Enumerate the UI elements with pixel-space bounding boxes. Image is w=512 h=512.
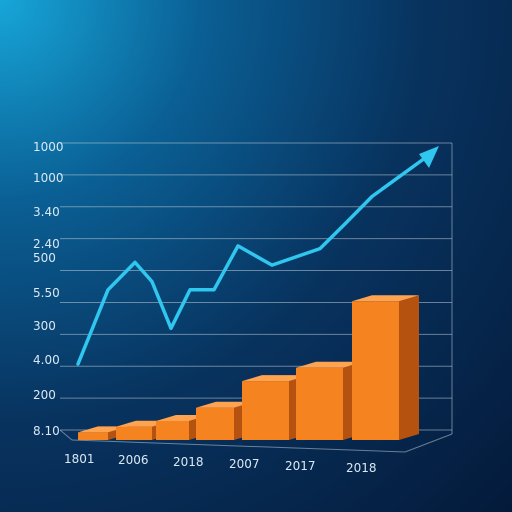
bar-front [296,367,343,440]
bar-front [352,301,399,440]
floor-edge [404,433,453,453]
x-axis-ticks: 1801 2006 2018 2007 2017 2018 [64,452,377,475]
trend-line-path [76,156,427,366]
y-tick-label: 1000 [33,140,64,154]
floor-edge [59,429,73,441]
y-tick-label: 4.00 [33,353,60,367]
bar-top [156,415,209,421]
x-tick-label: 2018 [173,455,204,469]
bar-top [296,361,363,368]
bar-top [242,375,309,382]
floor-edge [71,439,406,453]
x-tick-label: 2017 [285,459,316,473]
bar-front [78,432,108,440]
bar [352,295,419,440]
bar-front [242,381,289,440]
y-tick-label: 500 [33,251,56,265]
y-tick-label: 5.50 [33,286,60,300]
y-tick-label: 3.40 [33,205,60,219]
bars [78,295,419,440]
x-tick-label: 2007 [229,457,260,471]
x-tick-label: 2006 [118,453,149,467]
y-tick-label: 8.10 [33,424,60,438]
y-tick-label: 1000 [33,171,64,185]
bar-front [116,426,152,440]
bar-top [352,295,419,302]
grid [59,142,453,453]
bar-top [78,426,128,433]
bar-front [156,421,189,440]
trend-line [76,146,439,366]
arrow-head-icon [419,146,439,168]
y-tick-label: 300 [33,319,56,333]
y-tick-label: 2.40 [33,237,60,251]
x-tick-label: 2018 [346,461,377,475]
bar-front [196,407,234,440]
bar-side [399,295,419,440]
bar-top [196,401,254,408]
y-tick-label: 200 [33,388,56,402]
x-tick-label: 1801 [64,452,95,466]
